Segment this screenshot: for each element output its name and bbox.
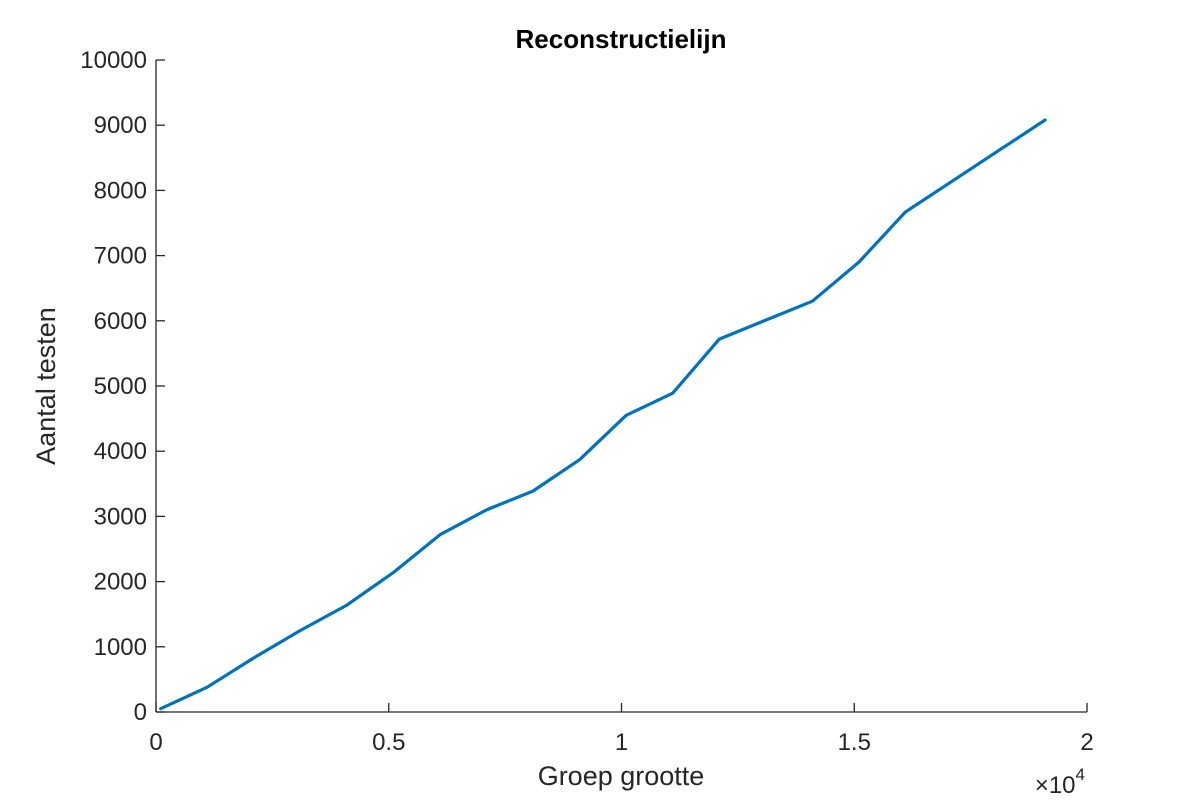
x-axis-exponent-base: ×10	[1035, 772, 1076, 799]
y-axis-label: Aantal testen	[31, 307, 61, 465]
x-tick-label: 1.5	[838, 729, 871, 756]
x-tick-label: 0	[149, 729, 162, 756]
x-axis-label: Groep grootte	[538, 761, 705, 791]
y-tick-label: 2000	[94, 569, 147, 596]
x-tick-label: 0.5	[372, 729, 405, 756]
y-tick-label: 4000	[94, 438, 147, 465]
axis-ticks: 0100020003000400050006000700080009000100…	[80, 47, 1093, 756]
series-layer	[159, 118, 1047, 711]
x-axis-exponent: ×104	[1035, 765, 1085, 799]
y-tick-label: 10000	[80, 47, 147, 74]
y-tick-label: 1000	[94, 634, 147, 661]
axes	[155, 60, 1087, 713]
x-tick-label: 2	[1080, 729, 1093, 756]
y-tick-label: 5000	[94, 373, 147, 400]
x-tick-label: 1	[615, 729, 628, 756]
y-tick-label: 3000	[94, 503, 147, 530]
y-tick-label: 8000	[94, 177, 147, 204]
y-tick-label: 0	[134, 699, 147, 726]
y-tick-label: 6000	[94, 308, 147, 335]
y-tick-label: 9000	[94, 112, 147, 139]
chart-title: Reconstructielijn	[516, 24, 727, 54]
series-line-1	[159, 118, 1047, 711]
x-axis-exponent-power: 4	[1076, 765, 1085, 784]
y-tick-label: 7000	[94, 243, 147, 270]
